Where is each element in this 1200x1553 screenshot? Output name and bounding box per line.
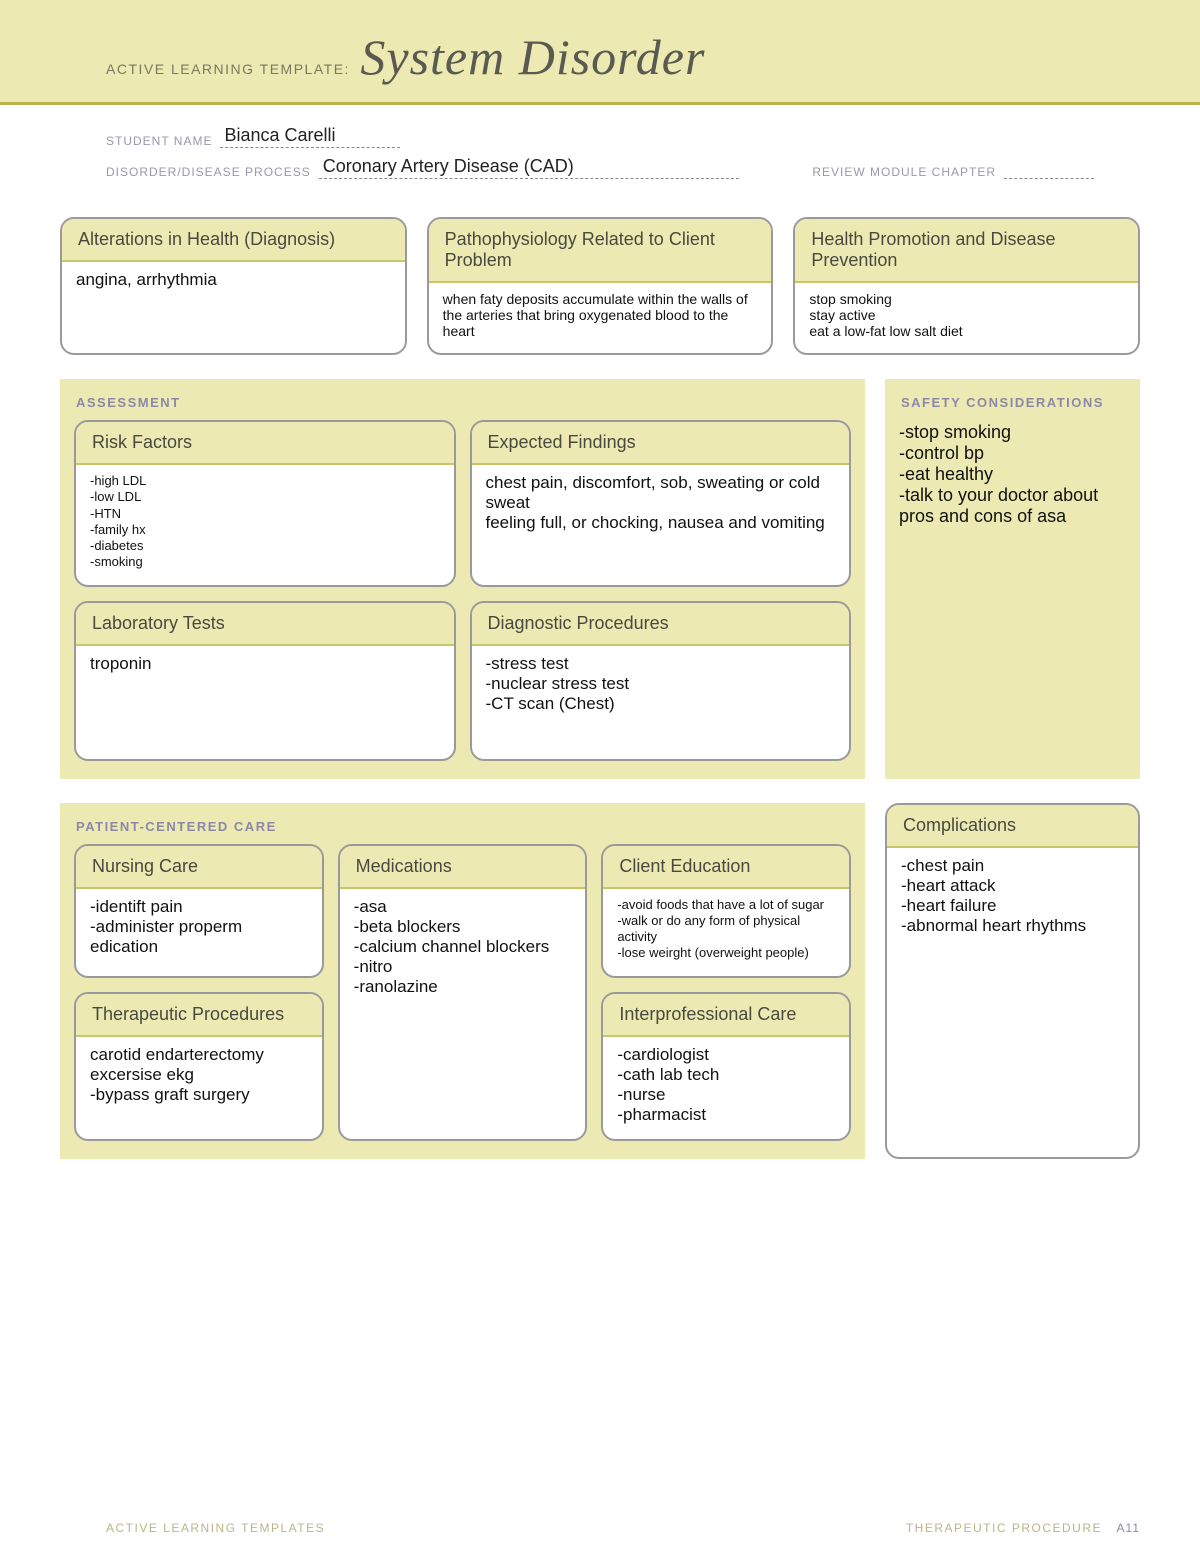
box-nursing-care-title: Nursing Care: [76, 846, 322, 889]
box-alterations-title: Alterations in Health (Diagnosis): [62, 219, 405, 262]
box-pathophysiology-title: Pathophysiology Related to Client Proble…: [429, 219, 772, 283]
meta-block: STUDENT NAME Bianca Carelli DISORDER/DIS…: [0, 105, 1200, 217]
box-expected-findings: Expected Findings chest pain, discomfort…: [470, 420, 852, 587]
box-therapeutic-procedures: Therapeutic Procedures carotid endartere…: [74, 992, 324, 1141]
box-diagnostic-procedures-body[interactable]: -stress test -nuclear stress test -CT sc…: [472, 646, 850, 759]
box-client-education: Client Education -avoid foods that have …: [601, 844, 851, 978]
box-lab-tests-title: Laboratory Tests: [76, 603, 454, 646]
banner-prefix: ACTIVE LEARNING TEMPLATE:: [106, 61, 350, 77]
pcc-panel: PATIENT-CENTERED CARE Nursing Care -iden…: [60, 803, 865, 1159]
pcc-title: PATIENT-CENTERED CARE: [76, 819, 851, 834]
banner: ACTIVE LEARNING TEMPLATE: System Disorde…: [0, 0, 1200, 105]
box-alterations-body[interactable]: angina, arrhythmia: [62, 262, 405, 353]
box-nursing-care: Nursing Care -identift pain -administer …: [74, 844, 324, 978]
box-diagnostic-procedures: Diagnostic Procedures -stress test -nucl…: [470, 601, 852, 761]
box-medications-title: Medications: [340, 846, 586, 889]
box-pathophysiology-body[interactable]: when faty deposits accumulate within the…: [429, 283, 772, 353]
box-therapeutic-procedures-title: Therapeutic Procedures: [76, 994, 322, 1037]
box-expected-findings-title: Expected Findings: [472, 422, 850, 465]
disorder-value[interactable]: Coronary Artery Disease (CAD): [319, 156, 739, 179]
box-client-education-body[interactable]: -avoid foods that have a lot of sugar -w…: [603, 889, 849, 976]
box-risk-factors: Risk Factors -high LDL -low LDL -HTN -fa…: [74, 420, 456, 587]
box-expected-findings-body[interactable]: chest pain, discomfort, sob, sweating or…: [472, 465, 850, 585]
box-client-education-title: Client Education: [603, 846, 849, 889]
box-interprofessional-care-body[interactable]: -cardiologist -cath lab tech -nurse -pha…: [603, 1037, 849, 1139]
box-pathophysiology: Pathophysiology Related to Client Proble…: [427, 217, 774, 355]
box-interprofessional-care-title: Interprofessional Care: [603, 994, 849, 1037]
box-therapeutic-procedures-body[interactable]: carotid endarterectomy excersise ekg -by…: [76, 1037, 322, 1139]
box-nursing-care-body[interactable]: -identift pain -administer properm edica…: [76, 889, 322, 976]
box-complications-title: Complications: [887, 805, 1138, 848]
box-complications-body[interactable]: -chest pain -heart attack -heart failure…: [887, 848, 1138, 1157]
chapter-label: REVIEW MODULE CHAPTER: [812, 165, 996, 179]
box-alterations: Alterations in Health (Diagnosis) angina…: [60, 217, 407, 355]
box-risk-factors-title: Risk Factors: [76, 422, 454, 465]
page: ACTIVE LEARNING TEMPLATE: System Disorde…: [0, 0, 1200, 1553]
box-medications-body[interactable]: -asa -beta blockers -calcium channel blo…: [340, 889, 586, 1139]
box-medications: Medications -asa -beta blockers -calcium…: [338, 844, 588, 1141]
safety-title: SAFETY CONSIDERATIONS: [901, 395, 1126, 412]
box-interprofessional-care: Interprofessional Care -cardiologist -ca…: [601, 992, 851, 1141]
assessment-title: ASSESSMENT: [76, 395, 851, 410]
box-risk-factors-body[interactable]: -high LDL -low LDL -HTN -family hx -diab…: [76, 465, 454, 585]
safety-body[interactable]: -stop smoking -control bp -eat healthy -…: [899, 422, 1126, 527]
student-name-value[interactable]: Bianca Carelli: [220, 125, 400, 148]
safety-panel: SAFETY CONSIDERATIONS -stop smoking -con…: [885, 379, 1140, 779]
footer: ACTIVE LEARNING TEMPLATES THERAPEUTIC PR…: [106, 1521, 1140, 1535]
top-row: Alterations in Health (Diagnosis) angina…: [60, 217, 1140, 355]
box-health-promotion-body[interactable]: stop smoking stay active eat a low-fat l…: [795, 283, 1138, 353]
box-health-promotion-title: Health Promotion and Disease Prevention: [795, 219, 1138, 283]
box-complications: Complications -chest pain -heart attack …: [885, 803, 1140, 1159]
chapter-value[interactable]: [1004, 161, 1094, 179]
disorder-label: DISORDER/DISEASE PROCESS: [106, 165, 311, 179]
footer-page: A11: [1117, 1521, 1140, 1535]
footer-right-label: THERAPEUTIC PROCEDURE: [906, 1521, 1102, 1535]
box-health-promotion: Health Promotion and Disease Prevention …: [793, 217, 1140, 355]
footer-left: ACTIVE LEARNING TEMPLATES: [106, 1521, 325, 1535]
banner-title: System Disorder: [360, 29, 705, 85]
student-name-label: STUDENT NAME: [106, 134, 212, 148]
box-diagnostic-procedures-title: Diagnostic Procedures: [472, 603, 850, 646]
box-lab-tests: Laboratory Tests troponin: [74, 601, 456, 761]
assessment-panel: ASSESSMENT Risk Factors -high LDL -low L…: [60, 379, 865, 779]
box-lab-tests-body[interactable]: troponin: [76, 646, 454, 759]
